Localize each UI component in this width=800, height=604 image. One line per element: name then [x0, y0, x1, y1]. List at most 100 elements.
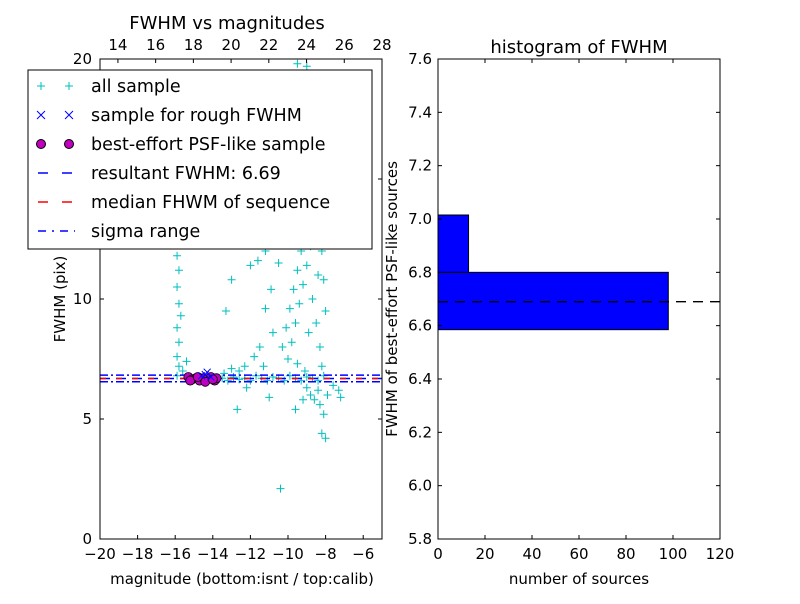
all-sample-point [173, 251, 182, 260]
all-sample-point [174, 338, 183, 347]
all-sample-point [178, 367, 187, 375]
all-sample-point [319, 275, 328, 284]
all-sample-point [321, 307, 330, 315]
top-x-tick-label: 26 [335, 36, 354, 54]
rough-fwhm-legend-icon [36, 110, 46, 120]
all-sample-point [304, 328, 313, 337]
x-tick-label: 80 [616, 545, 635, 563]
all-sample-point [293, 266, 302, 275]
all-sample-point [274, 259, 283, 267]
all-sample-point [315, 400, 324, 409]
all-sample-point [312, 319, 321, 327]
y-tick-label: 5 [82, 410, 92, 428]
psf-like-legend-icon [36, 139, 46, 149]
y-tick-label: 6.6 [408, 317, 432, 335]
all-sample-point [284, 355, 292, 363]
all-sample-point [250, 352, 259, 361]
y-tick-label: 10 [73, 290, 92, 308]
all-sample-point [293, 359, 302, 368]
rough-fwhm-legend-icon [64, 110, 74, 120]
all-sample-point [265, 393, 274, 402]
all-sample-point [242, 383, 251, 392]
x-axis-label: number of sources [509, 570, 649, 588]
all-sample-point [176, 311, 185, 320]
all-sample-point [308, 295, 317, 303]
all-sample-point [278, 343, 287, 351]
legend-box [27, 69, 373, 250]
all-sample-point [319, 410, 328, 419]
all-sample-point [299, 280, 308, 289]
all-sample-point [233, 405, 242, 414]
all-sample-point [253, 256, 262, 265]
x-tick-label: −6 [352, 545, 374, 563]
y-tick-label: 7.0 [408, 210, 432, 228]
all-sample-point [302, 62, 311, 71]
legend-label: sample for rough FWHM [91, 106, 302, 126]
x-tick-label: −18 [122, 545, 154, 563]
all-sample-point [289, 285, 298, 294]
all-sample-point [314, 271, 323, 279]
all-sample-point [302, 261, 311, 270]
all-sample-point [321, 434, 330, 443]
all-sample-legend-icon [37, 82, 45, 90]
top-x-tick-label: 24 [297, 36, 316, 54]
all-sample-point [334, 386, 343, 395]
all-sample-point [173, 323, 182, 332]
chart-title: FWHM vs magnitudes [129, 13, 324, 34]
all-sample-point [246, 261, 255, 270]
top-x-tick-label: 22 [259, 36, 278, 54]
all-sample-point [314, 386, 323, 395]
all-sample-point [302, 383, 311, 392]
all-sample-point [173, 283, 182, 291]
all-sample-point [220, 369, 229, 378]
y-tick-label: 6.0 [408, 477, 432, 495]
x-tick-label: −20 [84, 545, 116, 563]
all-sample-point [336, 393, 345, 402]
top-x-tick-label: 20 [222, 36, 241, 54]
x-tick-label: −16 [159, 545, 191, 563]
y-tick-label: 7.4 [408, 103, 432, 121]
x-tick-label: 120 [706, 545, 735, 563]
left-scatter-plot: −20 −18 −16 −14 −12 −10 −8 −6 14 16 18 20 22 24 26 28 0 5… [27, 13, 392, 588]
top-x-tick-label: 16 [146, 36, 165, 54]
all-sample-point [302, 373, 311, 381]
y-tick-label: 20 [73, 50, 92, 68]
legend-label: median FHWM of sequence [91, 193, 330, 213]
x-axis-label: magnitude (bottom:isnt / top:calib) [110, 570, 374, 588]
all-sample-point [287, 338, 296, 347]
all-sample-point [276, 484, 285, 493]
y-tick-label: 5.8 [408, 530, 432, 548]
all-sample-point [174, 299, 183, 308]
x-tick-label: 60 [569, 545, 588, 563]
all-sample-point [293, 59, 302, 68]
all-sample-point [295, 299, 304, 308]
all-sample-point [317, 362, 326, 371]
top-x-tick-label: 14 [108, 36, 127, 54]
all-sample-point [173, 371, 182, 380]
chart-title: histogram of FWHM [490, 37, 667, 58]
histogram-bar [437, 214, 470, 273]
y-axis-label: FWHM (pix) [51, 256, 69, 343]
all-sample-point [227, 364, 236, 373]
rough-fwhm-sample-point [207, 373, 215, 381]
all-sample-point [285, 304, 294, 313]
all-sample-point [182, 357, 191, 366]
legend-label: sigma range [91, 222, 200, 242]
all-sample-legend-icon [65, 82, 73, 90]
x-tick-label: −14 [197, 545, 229, 563]
y-tick-label: 0 [82, 530, 92, 548]
all-sample-point [323, 391, 332, 399]
all-sample-point [221, 307, 230, 315]
legend-label: all sample [91, 77, 181, 97]
all-sample-point [268, 328, 277, 337]
x-tick-label: −8 [315, 545, 337, 563]
all-sample-point [310, 395, 319, 404]
y-tick-label: 6.2 [408, 423, 432, 441]
all-sample-point [174, 362, 183, 371]
all-sample-point [240, 362, 249, 371]
y-tick-label: 7.6 [408, 50, 432, 68]
rough-fwhm-sample-point [197, 371, 206, 380]
all-sample-point [282, 323, 291, 332]
y-axis-label: FWHM of best-effort PSF-like sources [383, 161, 401, 437]
